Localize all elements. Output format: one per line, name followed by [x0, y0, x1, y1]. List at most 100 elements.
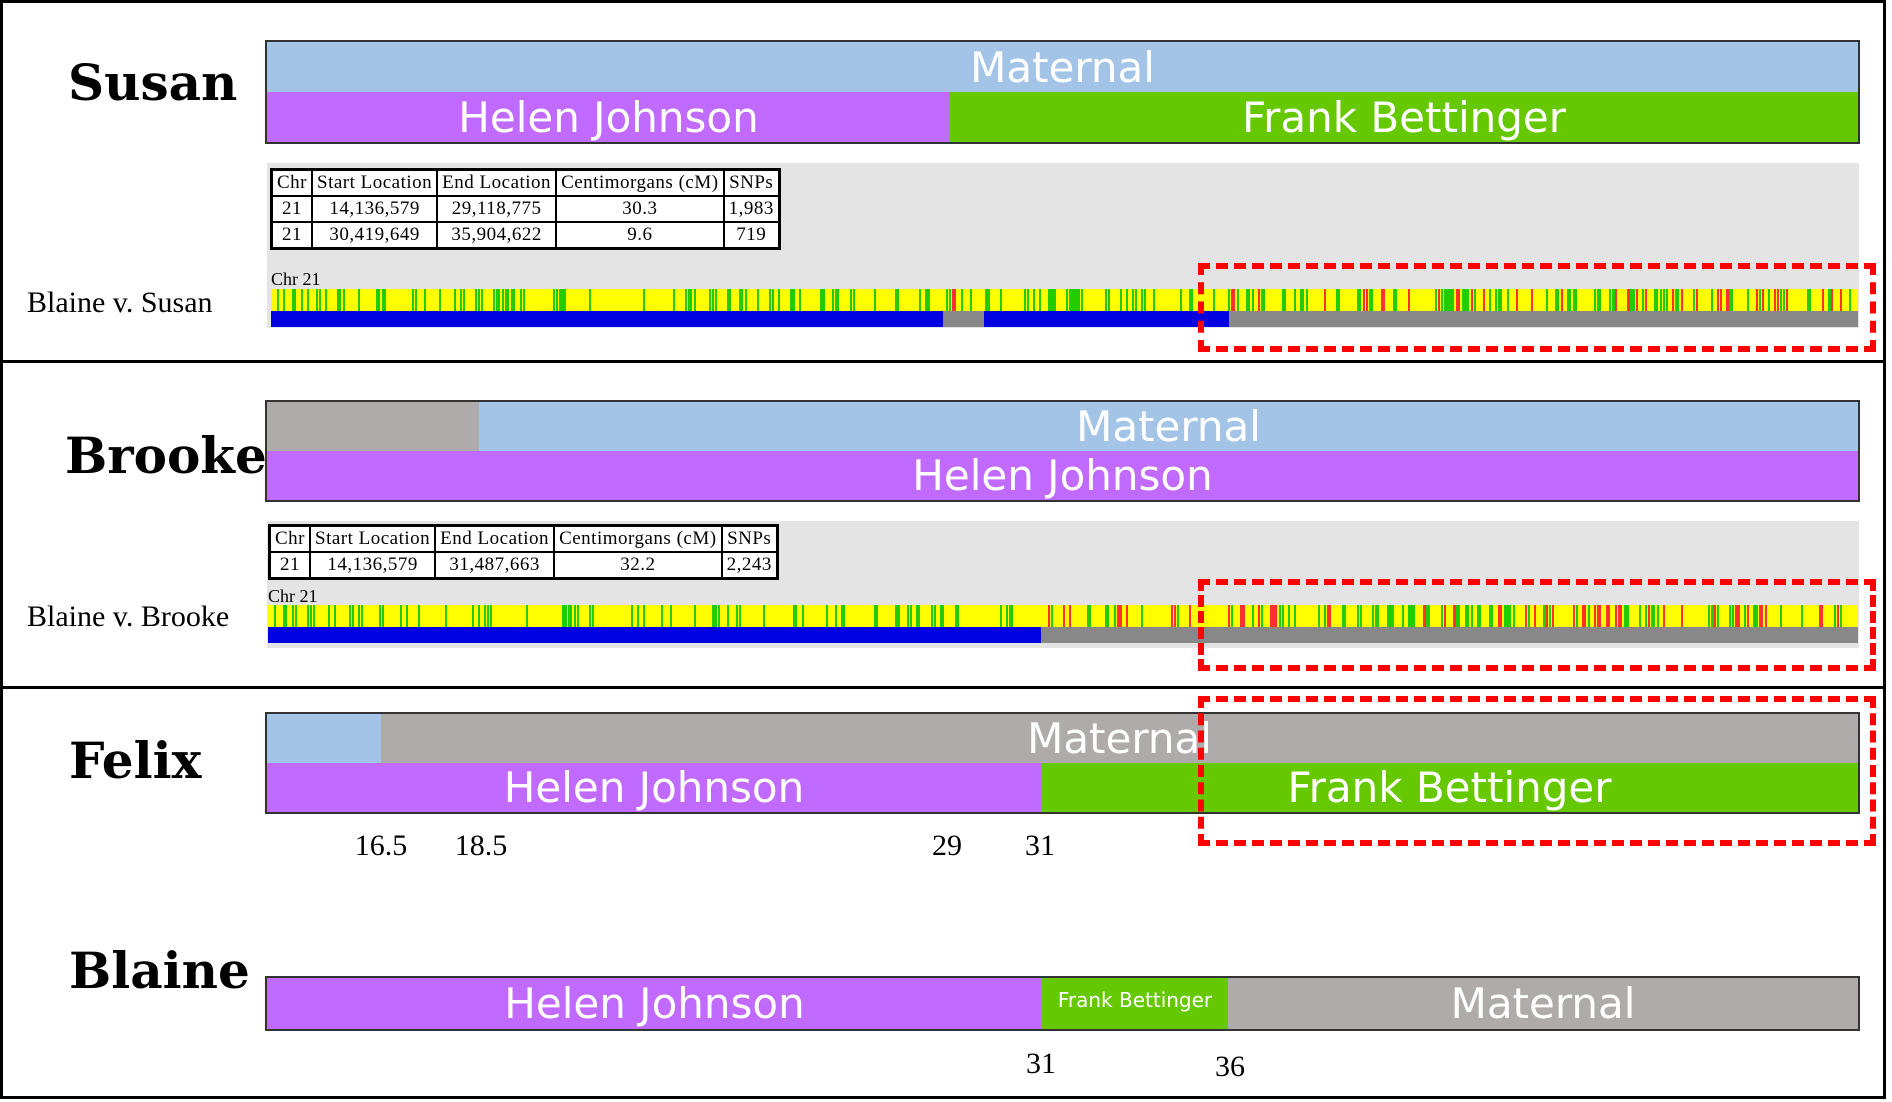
felix-blaine-panel: Felix Maternal Helen Johnson Frank Betti… [0, 686, 1886, 1099]
snp-mark [283, 605, 287, 627]
snp-mark [1390, 605, 1394, 627]
snp-mark [1648, 605, 1650, 627]
blaine-name: Blaine [69, 941, 250, 1000]
snp-mark [826, 605, 828, 627]
cell-snps: 2,243 [720, 551, 779, 580]
snp-mark [292, 605, 294, 627]
snp-mark [1576, 605, 1578, 627]
snp-mark [1627, 605, 1629, 627]
snp-mark [850, 289, 852, 311]
snp-mark [1465, 605, 1469, 627]
snp-mark [358, 605, 360, 627]
felix-tick-label: 29 [932, 829, 962, 862]
snp-mark [778, 289, 780, 311]
snp-mark [1279, 605, 1281, 627]
snp-mark [439, 289, 441, 311]
snp-mark [1711, 605, 1715, 627]
snp-mark [1009, 605, 1013, 627]
snp-mark [985, 289, 989, 311]
snp-mark [463, 289, 465, 311]
snp-mark [445, 605, 447, 627]
snp-mark [1141, 289, 1143, 311]
snp-mark [1729, 289, 1733, 311]
snp-mark [523, 289, 525, 311]
cell-snps: 1,983 [722, 195, 781, 223]
snp-mark [1597, 289, 1601, 311]
snp-mark [382, 605, 384, 627]
felix-tick-label: 16.5 [354, 829, 408, 862]
snp-mark [712, 605, 716, 627]
brooke-chr-label: Chr 21 [268, 586, 318, 606]
snp-mark [853, 289, 855, 311]
snp-mark [709, 289, 711, 311]
snp-mark [1837, 605, 1839, 627]
snp-mark [1489, 289, 1491, 311]
snp-mark [799, 289, 801, 311]
snp-mark [1360, 605, 1362, 627]
snp-mark [1477, 605, 1481, 627]
susan-match-bar-1 [271, 311, 943, 327]
snp-mark [1768, 289, 1770, 311]
snp-mark [1639, 605, 1641, 627]
snp-mark [1135, 289, 1137, 311]
cell-snps: 719 [722, 221, 781, 250]
snp-mark [1051, 289, 1055, 311]
snp-mark [553, 289, 555, 311]
snp-mark [934, 605, 936, 627]
header-cm: Centimorgans (cM) [553, 524, 723, 553]
snp-mark [763, 605, 765, 627]
susan-match-bar-2 [984, 311, 1229, 327]
snp-mark [1453, 605, 1457, 627]
snp-mark [928, 289, 930, 311]
snp-mark [1126, 289, 1128, 311]
brooke-maternal-segment: Maternal [479, 402, 1858, 451]
snp-mark [283, 289, 285, 311]
snp-mark [1507, 605, 1511, 627]
snp-mark [568, 605, 572, 627]
snp-mark [325, 289, 327, 311]
snp-mark [1000, 605, 1002, 627]
snp-mark [916, 605, 920, 627]
cell-cm: 32.2 [553, 551, 723, 580]
table-row: 21 30,419,649 35,904,622 9.6 719 [270, 221, 781, 250]
snp-mark [1588, 605, 1590, 627]
snp-mark [1786, 289, 1788, 311]
snp-mark [1258, 605, 1260, 627]
snp-mark [694, 605, 696, 627]
snp-mark [1660, 289, 1662, 311]
snp-mark [316, 289, 318, 311]
snp-mark [1126, 605, 1128, 627]
snp-mark [1666, 289, 1668, 311]
brooke-snp-track [268, 605, 1858, 627]
snp-mark [793, 289, 795, 311]
snp-mark [925, 289, 929, 311]
snp-mark [487, 605, 489, 627]
snp-mark [1759, 289, 1761, 311]
table-header-row: Chr Start Location End Location Centimor… [270, 168, 781, 197]
snp-mark [1075, 289, 1079, 311]
snp-mark [1543, 605, 1547, 627]
snp-mark [1408, 289, 1410, 311]
snp-mark [502, 289, 504, 311]
felix-highlight-box [1198, 696, 1876, 846]
snp-mark [295, 605, 297, 627]
susan-panel: Susan Maternal Helen Johnson Frank Betti… [0, 0, 1886, 366]
snp-mark [1387, 605, 1391, 627]
snp-mark [490, 605, 492, 627]
felix-tick-label: 31 [1025, 829, 1055, 862]
snp-mark [745, 289, 747, 311]
snp-mark [1651, 605, 1655, 627]
brooke-nomatch-bar [1041, 627, 1858, 643]
snp-mark [418, 605, 420, 627]
snp-mark [1663, 289, 1665, 311]
felix-frank-segment: Frank Bettinger [1041, 763, 1858, 812]
snp-mark [1633, 289, 1635, 311]
snp-mark [1069, 605, 1071, 627]
header-start: Start Location [308, 524, 437, 553]
snp-mark [1363, 289, 1365, 311]
susan-chr-label: Chr 21 [271, 269, 321, 289]
snp-mark [955, 605, 959, 627]
snp-mark [1762, 289, 1764, 311]
snp-mark [574, 605, 576, 627]
header-snps: SNPs [722, 168, 781, 197]
